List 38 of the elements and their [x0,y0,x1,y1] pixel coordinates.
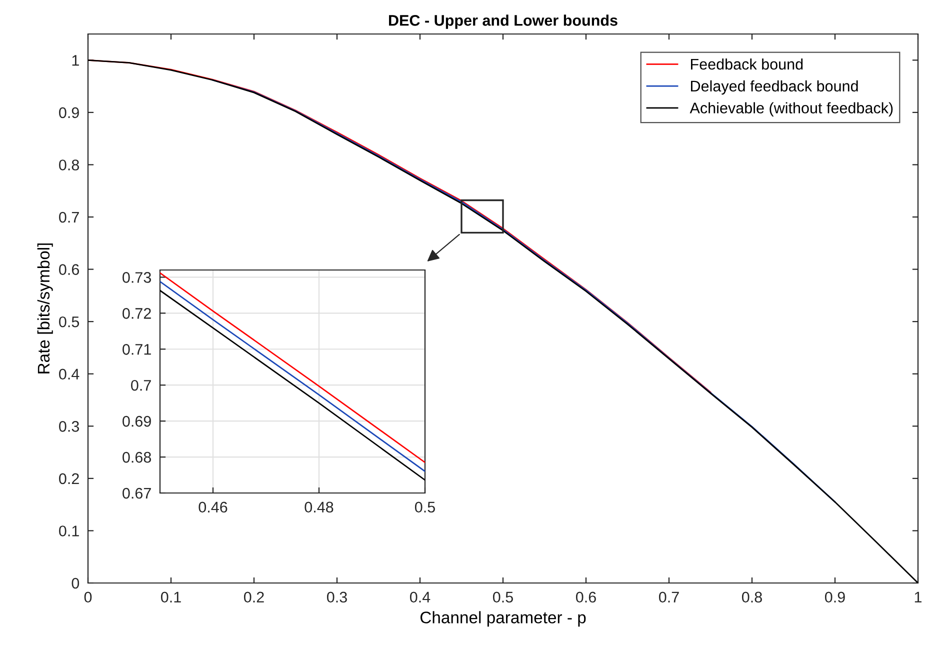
x-tick-label: 0.3 [326,592,347,603]
y-tick-label: 0.68 [122,452,152,463]
chart-title: DEC - Upper and Lower bounds [389,14,618,29]
y-tick-label: 0.4 [59,368,80,380]
y-tick-label: 0.5 [59,316,80,328]
x-tick-label: 0.2 [244,592,264,603]
y-tick-label: 0.7 [131,380,151,391]
x-tick-label: 0 [84,592,92,603]
y-tick-label: 0.67 [122,488,151,499]
legend-label: Feedback bound [691,58,803,70]
x-tick-label: 0.5 [414,502,435,513]
y-tick-label: 0.1 [59,526,79,536]
y-tick-label: 0.6 [59,264,79,275]
x-tick-label: 0.46 [198,502,228,513]
x-axis-title: Channel parameter - p [420,611,586,627]
y-axis-title: Rate [bits/symbol] [37,243,53,374]
y-tick-label: 0.9 [59,107,79,118]
x-tick-label: 0.4 [410,592,430,603]
y-tick-label: 0.8 [59,160,80,170]
y-tick-label: 0.69 [122,416,151,427]
x-tick-label: 0.7 [658,592,679,603]
y-tick-label: 0 [72,578,80,589]
x-tick-label: 0.6 [576,592,596,603]
x-tick-label: 0.5 [492,592,513,603]
legend-label: Achievable (without feedback) [690,102,893,116]
y-tick-label: 0.7 [59,212,79,223]
y-tick-label: 0.71 [122,344,151,355]
x-tick-label: 0.48 [304,502,334,513]
y-tick-label: 0.3 [59,421,79,432]
y-tick-label: 0.73 [122,272,151,283]
x-tick-label: 0.8 [742,592,762,603]
legend-label: Delayed feedback bound [691,80,858,95]
x-tick-label: 1 [914,592,922,602]
x-tick-label: 0.9 [824,592,845,603]
x-tick-label: 0.1 [160,592,181,603]
y-tick-label: 0.2 [59,473,79,484]
y-tick-label: 0.72 [122,308,151,319]
y-tick-label: 1 [72,55,79,66]
